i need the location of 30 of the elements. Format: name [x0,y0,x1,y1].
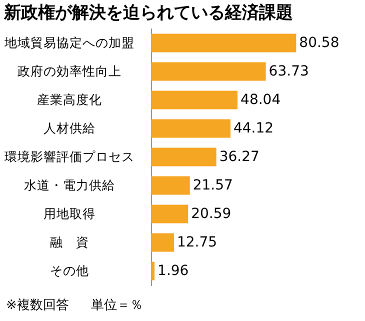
data-label: 20.59 [191,206,232,222]
chart-title: 新政権が解決を迫られている経済課題 [3,3,293,23]
text: ※複数回答 [6,298,69,313]
data-label: 1.96 [158,263,189,280]
bar [151,204,188,224]
data-label: 12.75 [176,234,218,251]
y-tick-label: 人材供給 [44,120,96,136]
y-tick-label: 融 資 [50,234,89,250]
data-label: 36.27 [219,149,260,165]
data-label: 21.57 [192,178,233,194]
y-tick-label: 環境影響評価プロセス [4,149,134,164]
bar [151,119,230,138]
y-tick-label: その他 [50,263,89,278]
bar [151,176,190,195]
bar [151,262,155,280]
bar [151,62,266,81]
y-tick-label: 産業高度化 [37,92,102,107]
bar [151,233,174,252]
data-label: 48.04 [240,92,281,108]
bar [151,34,296,52]
data-label: 63.73 [268,63,309,80]
bar [151,90,238,110]
data-label: 80.58 [299,34,340,51]
y-tick-label: 水道・電力供給 [24,178,115,193]
bar [151,148,216,166]
y-tick-label: 政府の効率性向上 [18,63,122,78]
y-tick-label: 用地取得 [44,206,96,222]
y-tick-label: 地域貿易協定への加盟 [4,34,134,50]
text: 単位＝％ [90,298,143,313]
data-label: 44.12 [233,120,274,136]
